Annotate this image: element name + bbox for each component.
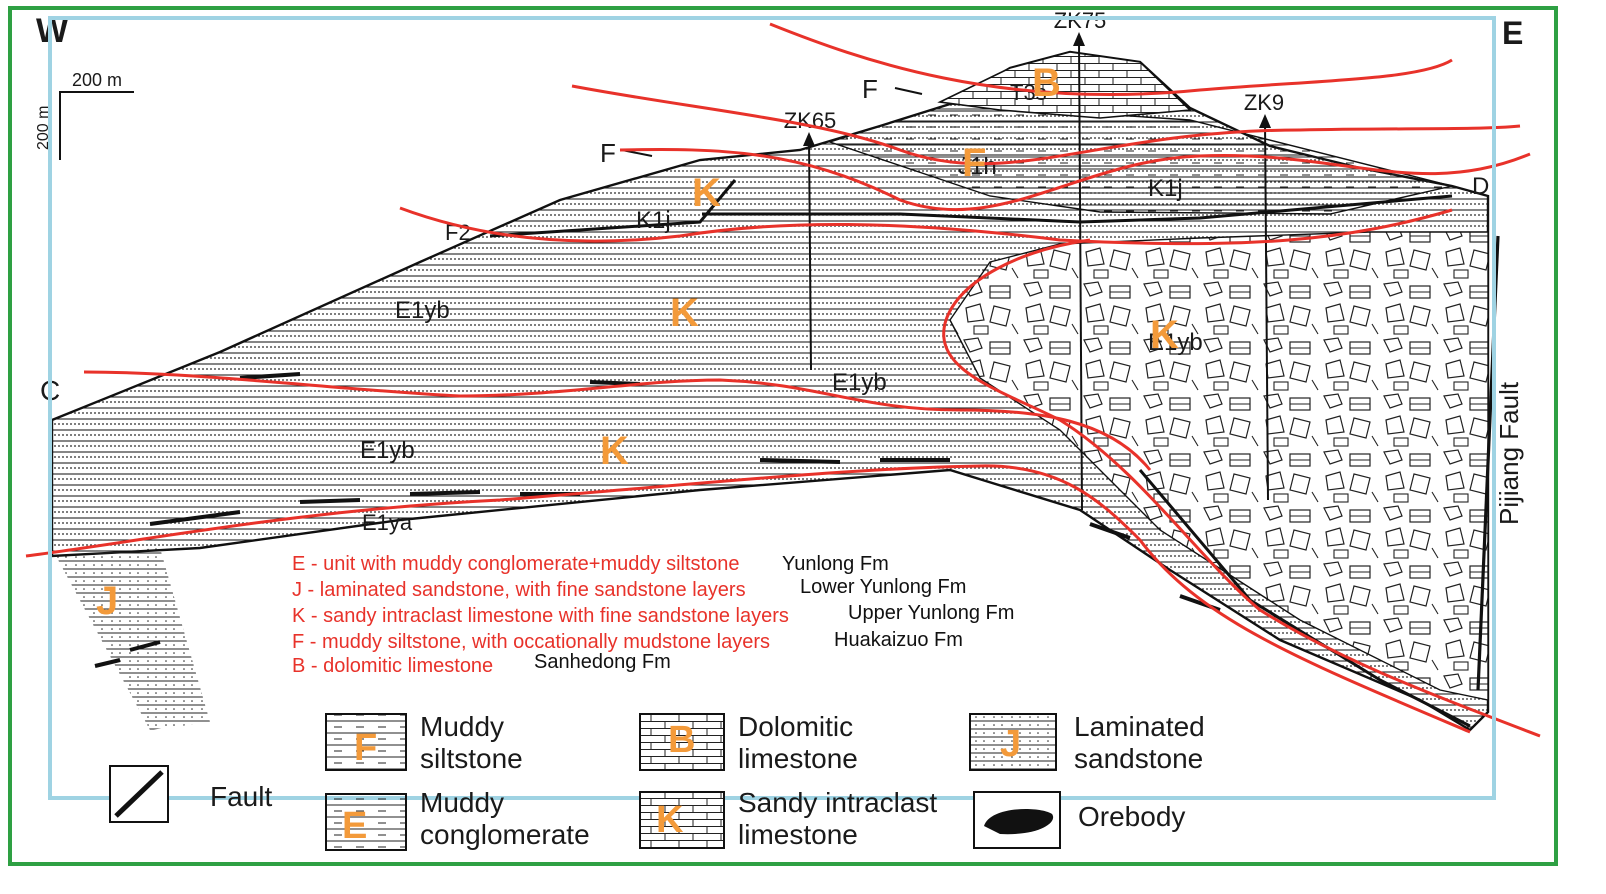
borehole-label: ZK75: [1054, 8, 1107, 33]
svg-text:200 m: 200 m: [72, 70, 122, 90]
legend-muddy-conglomerate: E Muddy conglomerate: [325, 787, 590, 851]
svg-text:Upper Yunlong Fm: Upper Yunlong Fm: [848, 602, 1014, 624]
huakaizuo-unit: [827, 103, 1453, 215]
overlay-letter-b: B: [1032, 61, 1061, 105]
direction-east: E: [1502, 15, 1523, 51]
overlay-letter-k-lower: K: [600, 429, 629, 473]
svg-text:Orebody: Orebody: [1078, 801, 1185, 832]
laminated-sandstone-unit: [56, 548, 210, 730]
orebody-lenses: [94, 372, 1221, 668]
borehole-zk9: ZK9: [1244, 90, 1284, 501]
svg-text:limestone: limestone: [738, 743, 858, 774]
stratum-label-e1yb-upper: E1yb: [395, 297, 450, 324]
notes-block: E - unit with muddy conglomerate+muddy s…: [292, 553, 1014, 677]
stratum-label-k1j-right: K1j: [1148, 175, 1183, 202]
borehole-zk75: ZK75: [1054, 8, 1107, 511]
svg-text:E - unit with muddy conglomera: E - unit with muddy conglomerate+muddy s…: [292, 553, 739, 575]
svg-text:Huakaizuo Fm: Huakaizuo Fm: [834, 629, 963, 651]
legend-muddy-siltstone: F Muddy siltstone: [325, 711, 523, 774]
svg-text:sandstone: sandstone: [1074, 743, 1203, 774]
outer-frame: [8, 6, 1558, 866]
stratum-label-e1yb-mid: E1yb: [832, 369, 887, 396]
pijiang-fault-label: Pijiang Fault: [1494, 381, 1524, 525]
svg-text:200 m: 200 m: [35, 106, 52, 150]
svg-text:Sandy intraclast: Sandy intraclast: [738, 787, 937, 818]
svg-text:conglomerate: conglomerate: [420, 819, 590, 850]
svg-text:Dolomitic: Dolomitic: [738, 711, 853, 742]
overlay-letter-f: F: [962, 141, 986, 185]
fault-label-f1: F: [600, 138, 616, 168]
svg-text:Muddy: Muddy: [420, 787, 504, 818]
stratum-label-j1h: J1h: [958, 153, 997, 180]
svg-text:B: B: [668, 719, 695, 761]
fault-line-k1j-left: [489, 179, 737, 238]
svg-text:E: E: [342, 805, 367, 847]
svg-text:Yunlong Fm: Yunlong Fm: [782, 553, 889, 575]
borehole-zk65: ZK65: [784, 108, 836, 371]
red-annotation-lines: [25, 22, 1541, 738]
section-end-right: D: [1472, 173, 1489, 200]
svg-text:Sanhedong Fm: Sanhedong Fm: [534, 651, 671, 673]
stratum-label-e1yb-lower: E1yb: [360, 437, 415, 464]
svg-text:Laminated: Laminated: [1074, 711, 1205, 742]
scale-bar: 200 m 200 m: [35, 70, 134, 160]
svg-text:Fault: Fault: [210, 781, 272, 812]
svg-text:B - dolomitic limestone: B - dolomitic limestone: [292, 655, 493, 677]
svg-text:F: F: [354, 727, 377, 769]
overlay-letter-k-mid: K: [670, 291, 699, 335]
svg-text:F - muddy siltstone, with occa: F - muddy siltstone, with occationally m…: [292, 631, 770, 653]
overlay-letter-j: J: [96, 579, 118, 623]
fault-label-f: F: [862, 74, 878, 104]
legend-sandy-intraclast-limestone: K Sandy intraclast limestone: [639, 787, 937, 850]
svg-text:siltstone: siltstone: [420, 743, 523, 774]
stratum-label-k1j-left: K1j: [636, 207, 671, 234]
inner-frame: [48, 16, 1496, 800]
legend-laminated-sandstone: J Laminated sandstone: [969, 711, 1205, 774]
overlay-letter-k-right: K: [1150, 313, 1179, 357]
sanhedong-unit: [937, 51, 1192, 119]
svg-text:K: K: [656, 799, 684, 841]
svg-text:Lower Yunlong Fm: Lower Yunlong Fm: [800, 576, 966, 598]
svg-text:Muddy: Muddy: [420, 711, 504, 742]
legend-dolomitic-limestone: B Dolomitic limestone: [639, 711, 858, 774]
svg-text:limestone: limestone: [738, 819, 858, 850]
legend-orebody: Orebody: [973, 791, 1185, 849]
svg-text:J: J: [1000, 723, 1021, 765]
stratum-label-e1yb-breccia: E1yb: [1148, 329, 1203, 356]
legend: Fault F Muddy siltstone E Muddy conglome…: [109, 711, 1205, 851]
legend-fault: Fault: [109, 765, 272, 823]
svg-text:J - laminated sandstone, with: J - laminated sandstone, with fine sands…: [292, 579, 746, 601]
overlay-letter-k-top: K: [692, 171, 721, 215]
stratum-label-e1ya: E1ya: [362, 510, 413, 535]
borehole-label: ZK9: [1244, 90, 1284, 115]
breccia-unit: [949, 231, 1489, 701]
svg-text:K - sandy intraclast limestone: K - sandy intraclast limestone with fine…: [292, 605, 789, 627]
